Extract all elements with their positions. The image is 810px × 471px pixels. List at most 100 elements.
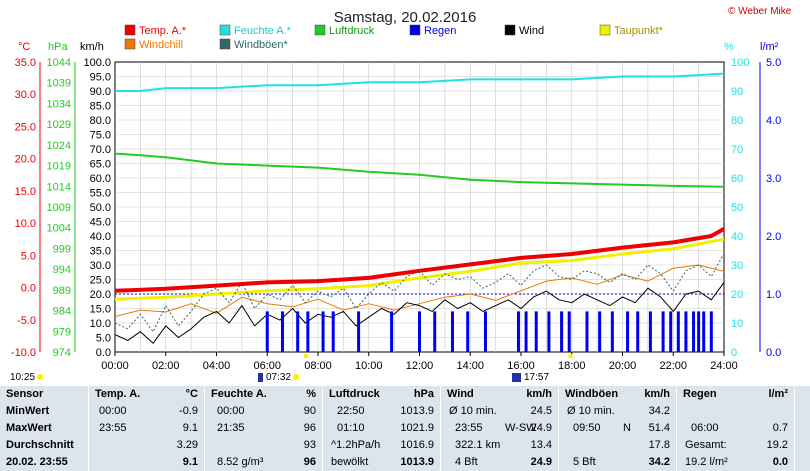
temp-axis-tick-label: 0.0 <box>21 283 36 295</box>
sunset-time: 17:57 <box>524 372 550 383</box>
humidity-max-value: 96 <box>303 422 316 434</box>
legend-label-5: Taupunkt* <box>614 25 664 37</box>
rain-bar <box>697 311 701 352</box>
x-axis-tick-label: 02:00 <box>152 360 180 372</box>
sunset-axis-marker <box>568 354 573 358</box>
copyright-label: © Weber Mike <box>728 6 792 17</box>
speed-axis-tick-label: 15.0 <box>90 304 111 316</box>
legend-swatch-5 <box>599 24 611 36</box>
pressure-forecast: bewölkt <box>331 456 369 468</box>
pressure-axis-tick-label: 984 <box>53 306 71 318</box>
rain-bar <box>306 311 310 352</box>
weather-chart: Samstag, 20.02.2016 © Weber Mike Temp. A… <box>11 6 792 372</box>
rain-bar <box>450 311 454 352</box>
rain-bar <box>684 311 688 352</box>
temp-column: Temp. A. °C 00:00 -0.9 23:55 9.1 3.29 9.1 <box>89 386 204 471</box>
wind-avg-value: 13.4 <box>530 439 552 451</box>
extra-column <box>795 386 810 471</box>
wind-header: Wind <box>447 388 474 400</box>
pressure-axis-tick-label: 994 <box>53 264 71 276</box>
rain-bar <box>534 311 538 352</box>
humidity-min-value: 90 <box>303 405 316 417</box>
wind-column: Wind km/h Ø 10 min. 24.5 23:55 W-SW 24.9 322… <box>441 386 558 471</box>
rain-bar <box>321 311 325 352</box>
row-label-max: MaxWert <box>6 422 52 434</box>
legend-swatch-4 <box>504 24 516 36</box>
chart-title: Samstag, 20.02.2016 <box>334 9 477 26</box>
series-line-feuchte-a <box>115 72 725 92</box>
pressure-axis-tick-label: 1004 <box>47 223 71 235</box>
series-line-taupunkt <box>114 237 725 301</box>
rain-bar <box>560 311 564 352</box>
pressure-min-value: 1013.9 <box>400 405 434 417</box>
speed-axis-tick-label: 35.0 <box>90 246 111 258</box>
legend-swatch-7 <box>219 38 231 50</box>
temp-current-value: 9.1 <box>182 456 198 468</box>
gusts-current-value: 34.2 <box>648 456 670 468</box>
humidity-axis-tick-label: 20 <box>731 289 743 301</box>
legend: Temp. A.* Feuchte A.* Luftdruck Regen Wind Ta… <box>124 24 664 51</box>
humidity-axis-tick-label: 0 <box>731 347 737 359</box>
temp-max-value: 9.1 <box>182 422 198 434</box>
x-axis-tick-label: 06:00 <box>253 360 281 372</box>
wind-run: 322.1 km <box>455 439 501 451</box>
temp-axis-tick-label: 15.0 <box>15 186 36 198</box>
legend-swatch-3 <box>409 24 421 36</box>
legend-label-0: Temp. A.* <box>139 25 187 37</box>
rain-max-time: 06:00 <box>691 422 719 434</box>
row-label-sensor: Sensor <box>6 388 44 400</box>
pressure-axis-title: hPa <box>48 41 68 53</box>
speed-axis-tick-label: 5.0 <box>96 333 111 345</box>
rain-bar <box>636 311 640 352</box>
rain-bar <box>709 311 713 352</box>
legend-swatch-6 <box>124 38 136 50</box>
temp-min-time: 00:00 <box>99 405 127 417</box>
gusts-avg10-value: 34.2 <box>648 405 670 417</box>
x-axis-tick-label: 08:00 <box>304 360 332 372</box>
pressure-unit: hPa <box>413 388 434 400</box>
x-axis-tick-label: 10:00 <box>355 360 383 372</box>
rain-bar <box>433 311 437 352</box>
x-axis-tick-label: 04:00 <box>203 360 231 372</box>
humidity-axis-tick-label: 30 <box>731 260 743 272</box>
humidity-axis-title: % <box>724 41 734 53</box>
speed-axis-tick-label: 70.0 <box>90 144 111 156</box>
wind-avg10-value: 24.5 <box>530 405 552 417</box>
rain-bar <box>585 311 589 352</box>
humidity-axis-tick-label: 80 <box>731 115 743 127</box>
pressure-axis-tick-label: 1014 <box>47 181 71 193</box>
legend-label-4: Wind <box>519 25 544 37</box>
pressure-max-value: 1021.9 <box>400 422 434 434</box>
wind-max-direction: W-SW <box>505 422 537 434</box>
pressure-axis-tick-label: 989 <box>53 285 71 297</box>
axes: 35.0 30.0 25.0 20.0 15.0 10.0 5.0 0.0 -5.0 -10.0 1… <box>11 57 781 372</box>
speed-axis-tick-label: 55.0 <box>90 188 111 200</box>
rain-axis-tick-label: 3.0 <box>766 173 781 185</box>
sun-icon <box>293 374 300 381</box>
pressure-max-time: 01:10 <box>337 422 365 434</box>
speed-axis-tick-label: 45.0 <box>90 217 111 229</box>
wind-beaufort: 4 Bft <box>455 456 478 468</box>
rain-bar <box>702 311 706 352</box>
humidity-axis-tick-label: 50 <box>731 202 743 214</box>
speed-axis-tick-label: 25.0 <box>90 275 111 287</box>
x-axis-tick-label: 20:00 <box>609 360 637 372</box>
sunrise-time: 07:32 <box>266 372 292 383</box>
legend-swatch-0 <box>124 24 136 36</box>
rain-unit: l/m² <box>768 388 788 400</box>
rain-axis-title: l/m² <box>760 41 779 53</box>
rain-max-value: 0.7 <box>772 422 788 434</box>
series-line-wind <box>114 282 725 344</box>
rain-today: 19.2 l/m² <box>685 456 728 468</box>
rain-bar <box>567 311 571 352</box>
rain-axis-tick-label: 2.0 <box>766 231 781 243</box>
rain-bar <box>524 311 528 352</box>
gusts-avg10-label: Ø 10 min. <box>567 405 615 417</box>
speed-axis-tick-label: 10.0 <box>90 318 111 330</box>
rain-bar <box>418 311 421 352</box>
pressure-current-value: 1013.9 <box>400 456 434 468</box>
rain-column: Regen l/m² 06:00 0.7 Gesamt: 19.2 19.2 l/m²… <box>677 386 794 471</box>
rain-axis-tick-label: 5.0 <box>766 57 781 69</box>
humidity-absolute: 8.52 g/m³ <box>217 456 264 468</box>
speed-axis-tick-label: 50.0 <box>90 202 111 214</box>
